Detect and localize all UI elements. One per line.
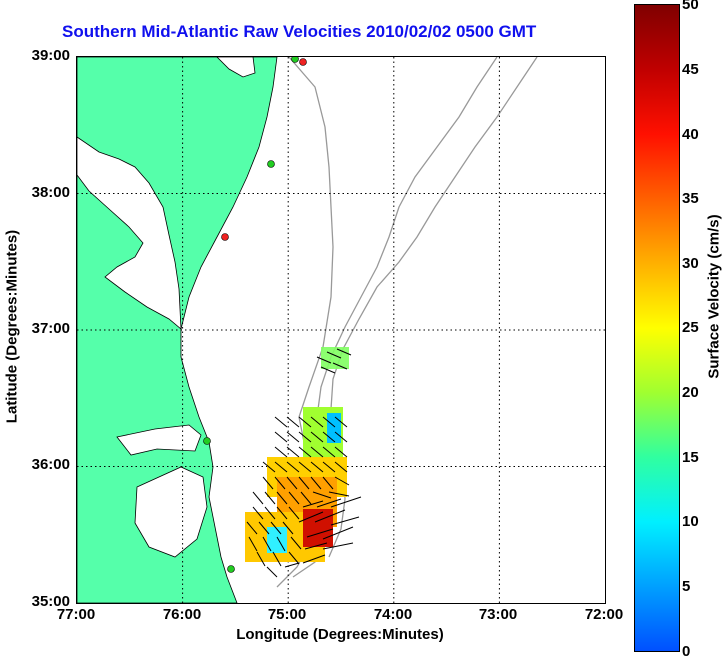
water-bays <box>77 57 256 558</box>
pamlico-sound <box>134 466 208 558</box>
y-axis-label: Latitude (Degrees:Minutes) <box>3 229 21 424</box>
colorbar-tick-label: 40 <box>682 126 699 143</box>
velocity-patch-blue <box>327 413 341 443</box>
x-tick-label: 76:00 <box>162 606 202 623</box>
station-marker-green <box>267 160 275 168</box>
colorbar-label: Surface Velocity (cm/s) <box>705 214 723 379</box>
chesapeake-bay <box>77 136 182 330</box>
colorbar-tick-label: 0 <box>682 643 691 660</box>
y-tick-label: 39:00 <box>31 47 70 64</box>
map-title: Southern Mid-Atlantic Raw Velocities 201… <box>62 22 537 41</box>
x-tick-label: 75:00 <box>267 606 307 623</box>
x-tick-label: 77:00 <box>56 606 96 623</box>
colorbar-tick-label: 5 <box>682 578 691 595</box>
x-axis-label: Longitude (Degrees:Minutes) <box>236 626 444 643</box>
station-marker-green <box>203 437 211 445</box>
albemarle-sound <box>116 424 202 456</box>
colorbar-tick-label: 15 <box>682 449 699 466</box>
station-marker-green <box>227 565 235 573</box>
colorbar-tick-label: 50 <box>682 0 699 13</box>
colorbar-tick-label: 35 <box>682 190 699 207</box>
colorbar-tick-label: 25 <box>682 319 699 336</box>
y-tick-label: 37:00 <box>31 320 70 337</box>
station-marker-red <box>221 233 229 241</box>
delaware-bay <box>216 57 256 78</box>
y-tick-label: 38:00 <box>31 184 70 201</box>
map-plot-area[interactable] <box>76 56 606 604</box>
velocity-vectors <box>246 348 362 578</box>
y-tick-label: 36:00 <box>31 456 70 473</box>
colorbar-tick-label: 20 <box>682 384 699 401</box>
colorbar-tick-label: 45 <box>682 61 699 78</box>
x-tick-label: 74:00 <box>373 606 413 623</box>
colorbar-tick-label: 30 <box>682 255 699 272</box>
velocity-field <box>245 347 349 562</box>
colorbar-tick-label: 10 <box>682 513 699 530</box>
x-tick-label: 73:00 <box>478 606 518 623</box>
radar-stations <box>203 57 307 573</box>
contour-slope <box>328 57 538 558</box>
velocity-patch-north <box>321 347 349 369</box>
x-tick-label: 72:00 <box>584 606 624 623</box>
velocity-colorbar <box>634 4 680 652</box>
station-marker-green <box>291 57 299 63</box>
y-tick-label: 35:00 <box>31 593 70 610</box>
velocity-patch-red <box>303 509 333 547</box>
station-marker-red <box>299 58 307 66</box>
